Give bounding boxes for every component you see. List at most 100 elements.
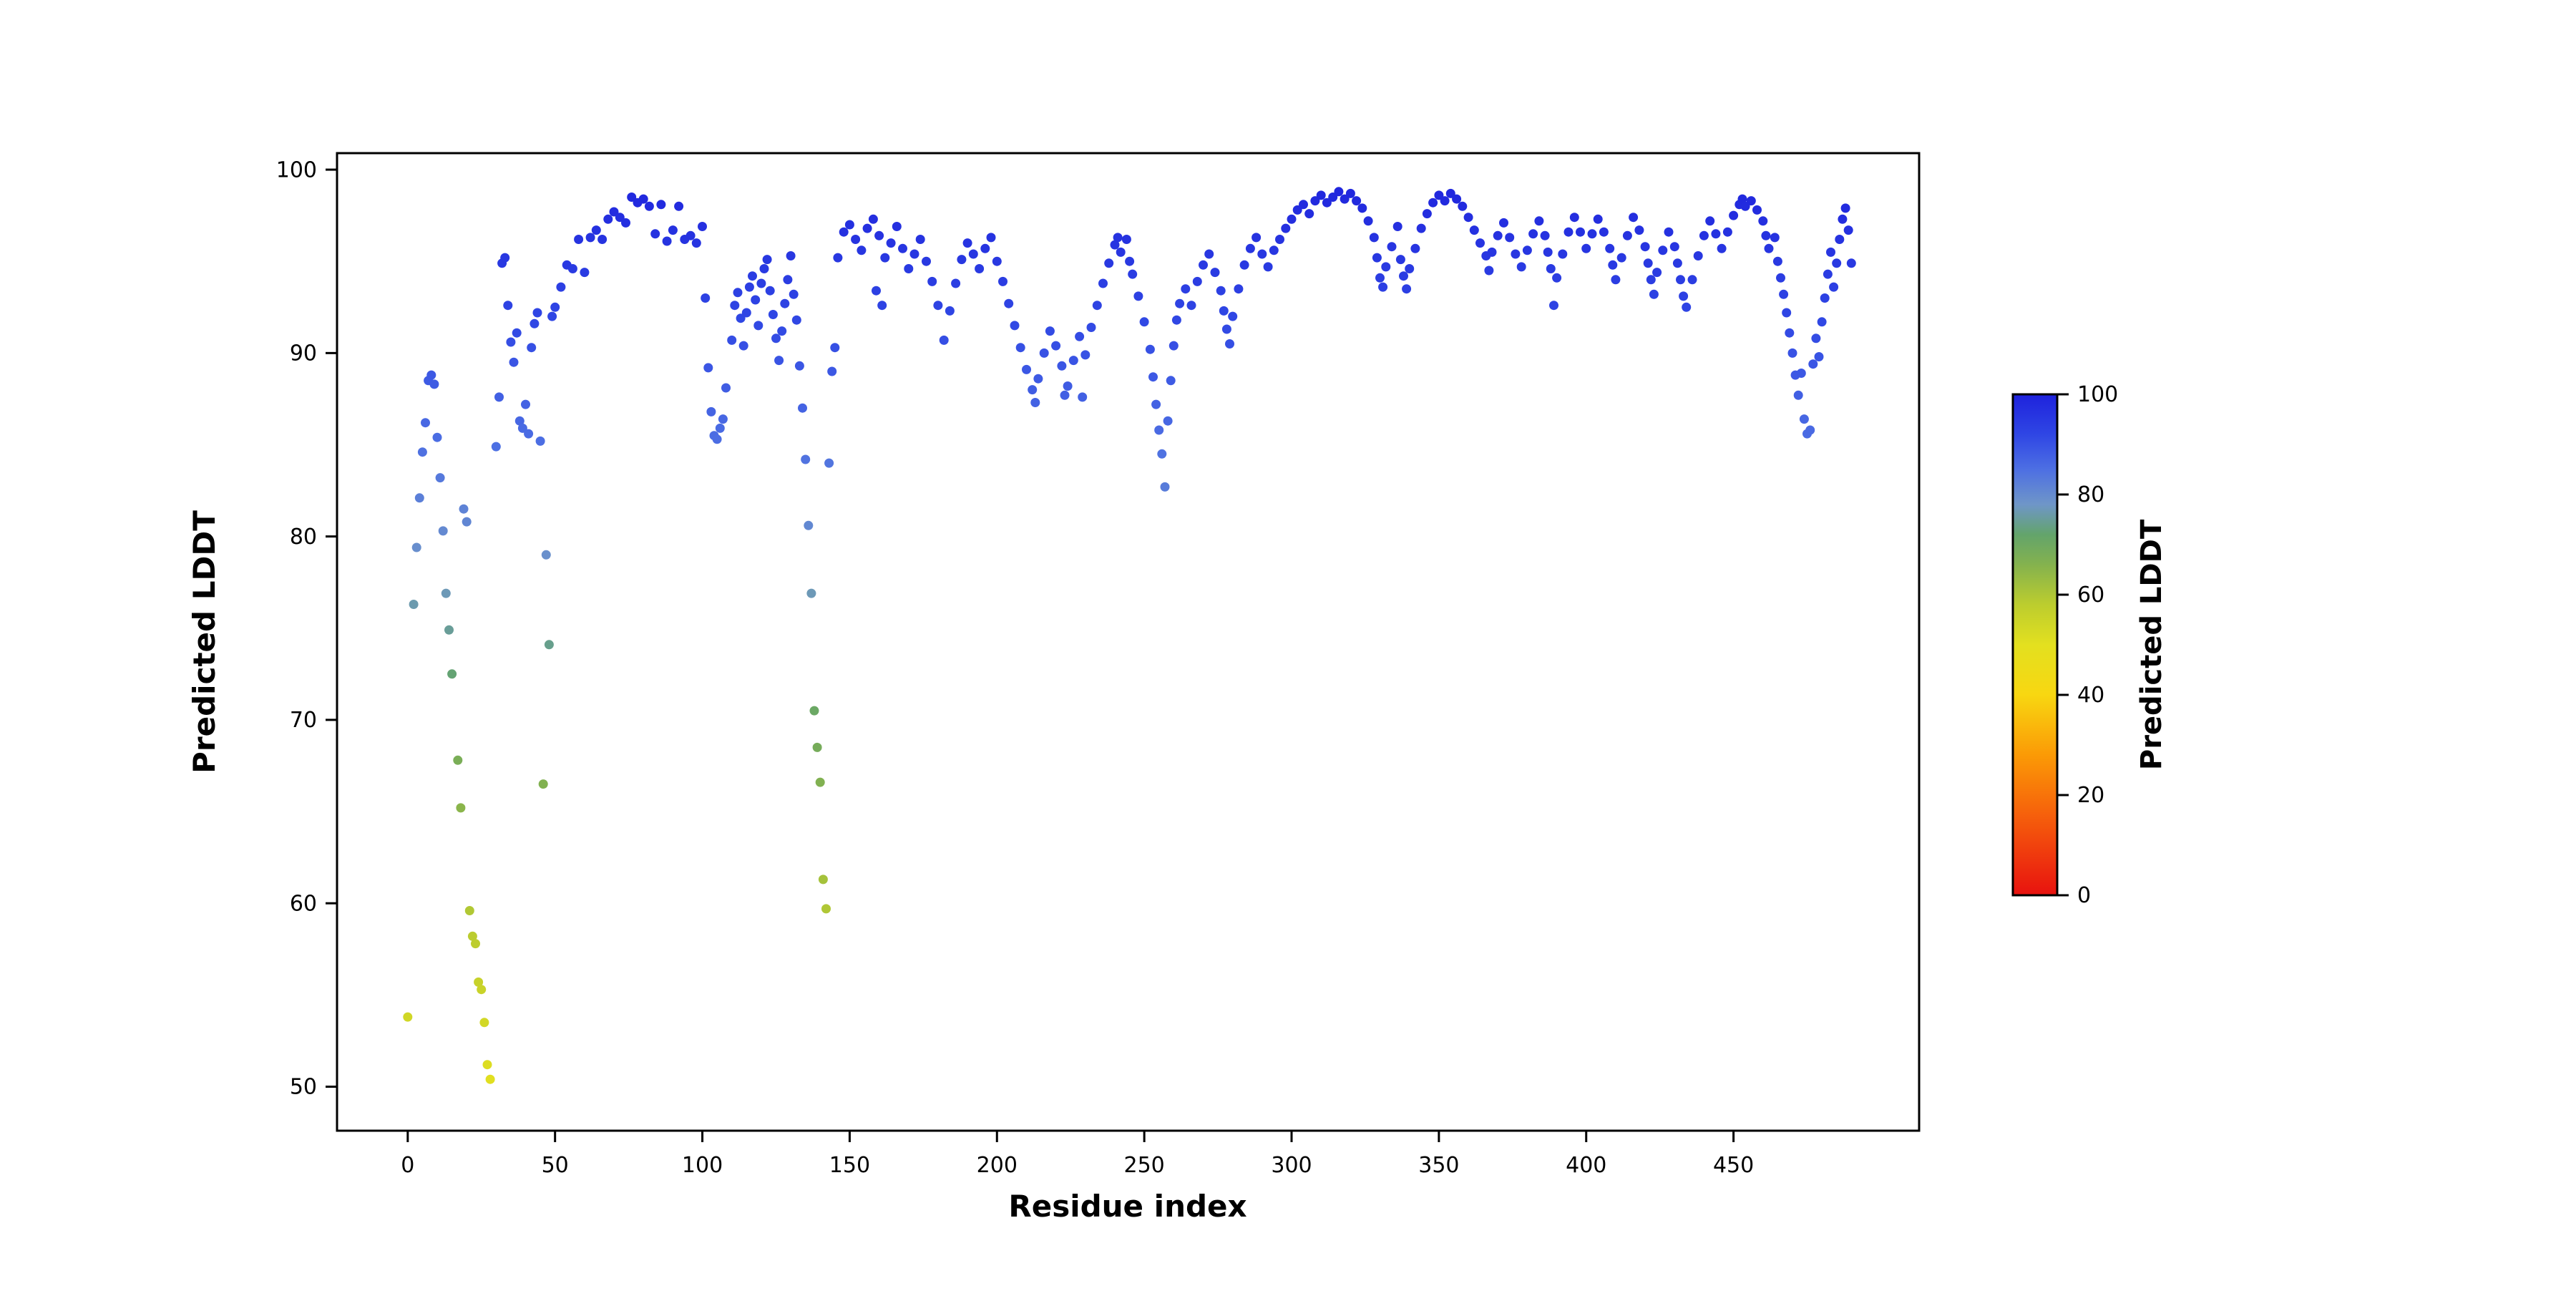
scatter-point (615, 213, 625, 223)
tick-label: 80 (2077, 482, 2104, 507)
scatter-point (603, 214, 613, 224)
scatter-point (818, 875, 828, 885)
scatter-point (1299, 200, 1308, 210)
scatter-point (789, 289, 799, 299)
tick-label: 450 (1713, 1153, 1754, 1178)
scatter-point (1316, 190, 1326, 200)
scatter-point (1225, 339, 1234, 349)
tick-label: 200 (977, 1153, 1018, 1178)
scatter-point (794, 361, 804, 371)
scatter-point (1422, 209, 1432, 219)
scatter-point (753, 321, 763, 331)
scatter-point (1682, 302, 1692, 312)
scatter-point (727, 335, 737, 345)
scatter-point (1428, 198, 1438, 208)
scatter-point (1121, 235, 1131, 244)
scatter-point (844, 220, 854, 230)
tick-label: 70 (290, 708, 317, 733)
scatter-point (1552, 273, 1562, 283)
tick-label: 100 (682, 1153, 723, 1178)
scatter-point (968, 249, 978, 259)
scatter-point (1175, 298, 1185, 308)
scatter-point (482, 1060, 492, 1070)
scatter-point (1672, 258, 1682, 268)
scatter-point (530, 318, 540, 328)
scatter-point (479, 1018, 489, 1028)
scatter-point (1699, 230, 1709, 240)
scatter-point (1269, 245, 1279, 255)
scatter-point (765, 286, 775, 296)
scatter-point (783, 275, 793, 285)
scatter-point (744, 282, 754, 292)
scatter-point (1737, 194, 1747, 204)
scatter-point (821, 904, 831, 914)
scatter-point (1199, 260, 1208, 270)
scatter-point (1133, 291, 1143, 301)
scatter-point (467, 931, 477, 941)
scatter-point (1646, 275, 1656, 285)
scatter-point (1705, 216, 1715, 226)
scatter-point (1234, 284, 1244, 294)
scatter-point (1292, 205, 1302, 215)
scatter-point (892, 222, 902, 231)
scatter-point (1010, 321, 1020, 331)
scatter-point (541, 550, 551, 560)
scatter-point (1192, 276, 1202, 286)
scatter-point (886, 238, 896, 248)
scatter-point (453, 755, 463, 765)
scatter-point (1805, 425, 1815, 435)
scatter-point (791, 315, 801, 325)
scatter-point (1785, 328, 1795, 338)
scatter-point (462, 517, 472, 527)
scatter-point (748, 271, 757, 281)
colorbar-label: Predicted LDDT (2135, 519, 2168, 770)
scatter-point (1045, 326, 1055, 336)
scatter-point (644, 201, 654, 211)
scatter-point (1128, 269, 1138, 279)
scatter-point (621, 218, 630, 228)
scatter-point (1746, 196, 1756, 206)
scatter-point (1387, 242, 1397, 252)
scatter-point (1569, 213, 1579, 223)
scatter-point (1611, 275, 1621, 285)
scatter-point (1372, 253, 1382, 263)
scatter-point (1075, 331, 1085, 341)
scatter-point (1381, 262, 1391, 272)
scatter-point (762, 255, 772, 265)
scatter-point (506, 337, 516, 347)
scatter-point (1068, 356, 1078, 366)
scatter-point (1304, 209, 1314, 219)
scatter-point (517, 423, 527, 433)
scatter-point (1581, 243, 1591, 253)
scatter-point (1599, 227, 1609, 237)
scatter-point (491, 442, 501, 452)
scatter-point (1080, 350, 1091, 360)
scatter-point (738, 341, 748, 351)
scatter-point (1829, 282, 1839, 292)
scatter-point (1221, 324, 1231, 334)
scatter-point (1057, 361, 1067, 371)
scatter-point (1357, 203, 1367, 213)
scatter-point (880, 253, 890, 263)
scatter-point (1440, 196, 1450, 206)
scatter-point (1452, 194, 1462, 204)
scatter-point (627, 193, 637, 202)
scatter-point (1125, 256, 1135, 266)
tick-label: 100 (276, 157, 317, 182)
scatter-point (1275, 235, 1284, 244)
scatter-point (718, 414, 728, 424)
scatter-point (1166, 376, 1176, 386)
scatter-point (1505, 233, 1515, 243)
scatter-point (1576, 227, 1585, 237)
scatter-point (733, 288, 743, 298)
scatter-point (1475, 238, 1485, 248)
scatter-point (1204, 249, 1214, 259)
scatter-point (1832, 258, 1842, 268)
scatter-point (1693, 251, 1703, 260)
scatter-point (1145, 344, 1155, 354)
scatter-point (1334, 187, 1344, 197)
scatter-point (403, 1012, 413, 1022)
scatter-point (477, 985, 487, 995)
scatter-point (833, 253, 843, 263)
scatter-point (992, 256, 1002, 266)
